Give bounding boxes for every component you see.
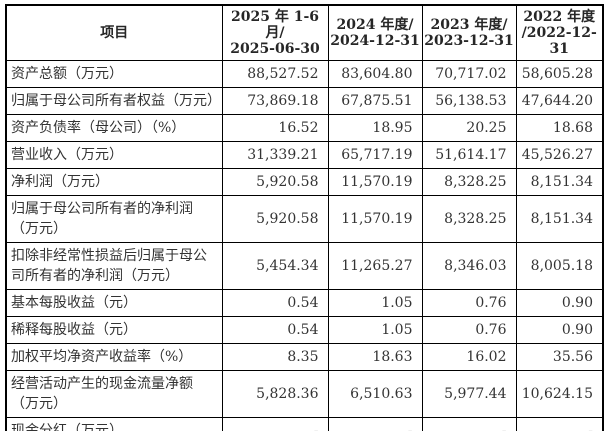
value-cell: 8,151.34 xyxy=(515,168,604,196)
header-period-2025: 2025 年 1-6 月/ 2025-06-30 xyxy=(221,4,329,61)
value-cell: 67,875.51 xyxy=(327,87,423,115)
value-cell: 1.05 xyxy=(327,316,423,344)
table-row: 归属于母公司所有者的净利润（万元） 5,920.58 11,570.19 8,328.… xyxy=(5,195,604,243)
value-cell: 35.56 xyxy=(515,343,604,371)
value-cell: - xyxy=(421,417,517,431)
value-cell: 0.90 xyxy=(515,316,604,344)
row-label: 加权平均净资产收益率（%） xyxy=(5,343,223,371)
header-row: 项目 2025 年 1-6 月/ 2025-06-30 2024 年度/ 202… xyxy=(5,4,604,61)
value-cell: 56,138.53 xyxy=(421,87,517,115)
value-cell: 5,828.36 xyxy=(221,370,329,418)
value-cell: 83,604.80 xyxy=(327,60,423,88)
value-cell: 8.35 xyxy=(221,343,329,371)
value-cell: 5,977.44 xyxy=(421,370,517,418)
row-label: 扣除非经常性损益后归属于母公司所有者的净利润（万元） xyxy=(5,242,223,290)
value-cell: - xyxy=(221,417,329,431)
table-row: 扣除非经常性损益后归属于母公司所有者的净利润（万元） 5,454.34 11,265… xyxy=(5,242,604,290)
value-cell: 0.76 xyxy=(421,316,517,344)
value-cell: 73,869.18 xyxy=(221,87,329,115)
value-cell: 16.52 xyxy=(221,114,329,142)
row-label: 营业收入（万元） xyxy=(5,141,223,169)
row-label: 现金分红（万元） xyxy=(5,417,223,431)
value-cell: 70,717.02 xyxy=(421,60,517,88)
value-cell: 18.68 xyxy=(515,114,604,142)
value-cell: 5,920.58 xyxy=(221,168,329,196)
value-cell: 18.63 xyxy=(327,343,423,371)
table-row: 资产负债率（母公司）（%） 16.52 18.95 20.25 18.68 xyxy=(5,114,604,142)
value-cell: 0.90 xyxy=(515,289,604,317)
value-cell: 58,605.28 xyxy=(515,60,604,88)
value-cell: - xyxy=(515,417,604,431)
header-period-2023: 2023 年度/ 2023-12-31 xyxy=(421,4,517,61)
value-cell: 8,346.03 xyxy=(421,242,517,290)
table-row: 归属于母公司所有者权益（万元） 73,869.18 67,875.51 56,138.… xyxy=(5,87,604,115)
value-cell: 47,644.20 xyxy=(515,87,604,115)
header-item: 项目 xyxy=(5,4,223,61)
table-header: 项目 2025 年 1-6 月/ 2025-06-30 2024 年度/ 202… xyxy=(5,4,604,61)
header-item-label: 项目 xyxy=(100,25,129,41)
row-label: 净利润（万元） xyxy=(5,168,223,196)
value-cell: 5,920.58 xyxy=(221,195,329,243)
value-cell: 11,570.19 xyxy=(327,168,423,196)
value-cell: 45,526.27 xyxy=(515,141,604,169)
value-cell: 65,717.19 xyxy=(327,141,423,169)
value-cell: 11,570.19 xyxy=(327,195,423,243)
value-cell: 0.54 xyxy=(221,316,329,344)
row-label: 归属于母公司所有者权益（万元） xyxy=(5,87,223,115)
row-label: 经营活动产生的现金流量净额（万元） xyxy=(5,370,223,418)
value-cell: 31,339.21 xyxy=(221,141,329,169)
table-body: 资产总额（万元） 88,527.52 83,604.80 70,717.02 58,60… xyxy=(5,60,604,431)
value-cell: 11,265.27 xyxy=(327,242,423,290)
value-cell: 16.02 xyxy=(421,343,517,371)
table-row: 基本每股收益（元） 0.54 1.05 0.76 0.90 xyxy=(5,289,604,317)
value-cell: 10,624.15 xyxy=(515,370,604,418)
value-cell: 0.76 xyxy=(421,289,517,317)
value-cell: 8,328.25 xyxy=(421,195,517,243)
table-row: 稀释每股收益（元） 0.54 1.05 0.76 0.90 xyxy=(5,316,604,344)
table-row: 加权平均净资产收益率（%） 8.35 18.63 16.02 35.56 xyxy=(5,343,604,371)
header-period-2024: 2024 年度/ 2024-12-31 xyxy=(327,4,423,61)
financial-indicators-table: 项目 2025 年 1-6 月/ 2025-06-30 2024 年度/ 202… xyxy=(5,4,604,431)
value-cell: 18.95 xyxy=(327,114,423,142)
row-label: 基本每股收益（元） xyxy=(5,289,223,317)
value-cell: 6,510.63 xyxy=(327,370,423,418)
row-label: 资产负债率（母公司）（%） xyxy=(5,114,223,142)
row-label: 资产总额（万元） xyxy=(5,60,223,88)
row-label: 归属于母公司所有者的净利润（万元） xyxy=(5,195,223,243)
table-row: 资产总额（万元） 88,527.52 83,604.80 70,717.02 58,60… xyxy=(5,60,604,88)
value-cell: 51,614.17 xyxy=(421,141,517,169)
value-cell: 88,527.52 xyxy=(221,60,329,88)
table-row: 营业收入（万元） 31,339.21 65,717.19 51,614.17 45,52… xyxy=(5,141,604,169)
value-cell: 1.05 xyxy=(327,289,423,317)
value-cell: 0.54 xyxy=(221,289,329,317)
value-cell: 8,151.34 xyxy=(515,195,604,243)
value-cell: 20.25 xyxy=(421,114,517,142)
row-label: 稀释每股收益（元） xyxy=(5,316,223,344)
value-cell: 8,005.18 xyxy=(515,242,604,290)
table-row: 现金分红（万元） - - - - xyxy=(5,417,604,431)
table-row: 经营活动产生的现金流量净额（万元） 5,828.36 6,510.63 5,977.4… xyxy=(5,370,604,418)
value-cell: - xyxy=(327,417,423,431)
table-row: 净利润（万元） 5,920.58 11,570.19 8,328.25 8,151.34 xyxy=(5,168,604,196)
header-period-2022: 2022 年度 /2022-12-31 xyxy=(515,4,604,61)
value-cell: 8,328.25 xyxy=(421,168,517,196)
value-cell: 5,454.34 xyxy=(221,242,329,290)
